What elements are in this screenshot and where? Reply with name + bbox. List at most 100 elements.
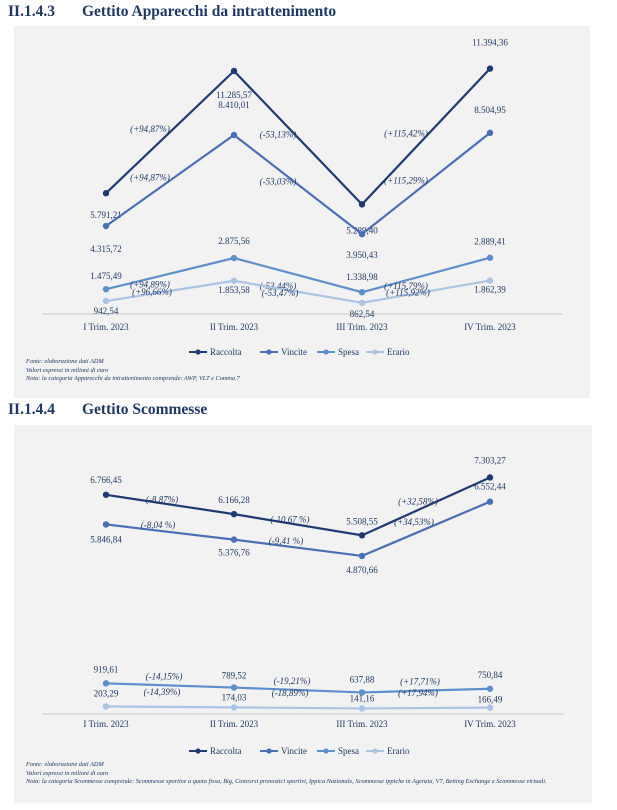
- change-label: (+94,89%): [130, 280, 170, 290]
- change-label: (-9,41 %): [269, 536, 304, 546]
- data-label: 203,29: [94, 688, 119, 698]
- data-label: 5.289,40: [346, 225, 378, 235]
- chart-panel-1: I Trim. 2023 II Trim. 2023 III Trim. 2023 I…: [14, 26, 590, 398]
- data-label: 5.791,21: [90, 210, 122, 220]
- legend-label: Vincite: [281, 746, 307, 756]
- data-label: 5.376,76: [218, 548, 250, 558]
- data-label: 637,88: [350, 674, 375, 684]
- data-point: [230, 131, 238, 139]
- data-label: 5.846,84: [90, 534, 122, 544]
- data-point: [486, 685, 494, 692]
- data-label: 3.950,43: [346, 250, 378, 260]
- data-point: [358, 532, 366, 539]
- line-chart-apparecchi: I Trim. 2023 II Trim. 2023 III Trim. 2023 I…: [42, 38, 562, 357]
- data-point: [358, 689, 366, 696]
- x-tick-label: IV Trim. 2023: [464, 322, 516, 332]
- x-tick-label: III Trim. 2023: [336, 719, 388, 729]
- change-label: (-14,15%): [146, 671, 183, 681]
- data-point: [102, 222, 110, 230]
- series-line-vincite: [105, 500, 491, 558]
- x-tick-label: II Trim. 2023: [210, 322, 259, 332]
- data-label: 7.303,27: [474, 455, 506, 465]
- x-tick-label: I Trim. 2023: [83, 322, 129, 332]
- data-label: 2.889,41: [474, 237, 506, 247]
- change-label: (+94,87%): [130, 124, 170, 134]
- data-point: [230, 67, 238, 75]
- section-number: II.1.4.4: [8, 401, 55, 418]
- chart-title: Gettito Apparecchi da intrattenimento: [82, 3, 337, 20]
- chart-panel-2: I Trim. 2023 II Trim. 2023 III Trim. 2023 I…: [14, 425, 592, 803]
- data-label: 8.504,95: [474, 105, 506, 115]
- data-point: [230, 254, 238, 262]
- data-point: [486, 474, 494, 481]
- data-point: [358, 299, 366, 307]
- data-point: [486, 498, 494, 505]
- legend-marker: [323, 748, 329, 754]
- data-point: [102, 491, 110, 498]
- data-label: 141,16: [350, 693, 375, 703]
- change-label: (+94,87%): [130, 172, 170, 182]
- data-point: [230, 684, 238, 691]
- change-label: (-10,67 %): [271, 515, 310, 525]
- note-line: Valori espressi in milioni di euro: [26, 366, 109, 374]
- change-label: (-8,04 %): [141, 520, 176, 530]
- data-point: [230, 704, 238, 711]
- change-label: (+115,79%): [384, 281, 428, 291]
- data-label: 4.315,72: [90, 244, 122, 254]
- legend-marker: [372, 748, 378, 754]
- chart-title: Gettito Scommesse: [82, 401, 208, 418]
- change-label: (-8,87%): [146, 494, 178, 504]
- data-point: [358, 201, 366, 208]
- legend-label: Erario: [387, 347, 410, 357]
- legend-marker: [195, 349, 201, 355]
- data-label: 174,03: [222, 692, 247, 702]
- line-chart-scommesse: I Trim. 2023 II Trim. 2023 III Trim. 2023 I…: [42, 455, 564, 756]
- data-label: 5.508,55: [346, 516, 378, 526]
- legend-marker: [372, 349, 378, 355]
- data-label: 1.853,58: [218, 285, 250, 295]
- data-point: [486, 65, 494, 72]
- data-point: [102, 297, 110, 305]
- data-point: [230, 536, 238, 543]
- data-label: 862,54: [350, 309, 375, 319]
- x-tick-label: III Trim. 2023: [336, 322, 388, 332]
- chart-notes-2: Fonte: elaborazione dati ADM Valori espr…: [26, 761, 586, 787]
- change-label: (+115,92%): [386, 288, 430, 298]
- data-label: 11.394,36: [472, 38, 508, 48]
- change-label: (+115,42%): [384, 128, 428, 138]
- data-label: 8.410,01: [218, 100, 250, 110]
- section-number: II.1.4.3: [8, 3, 55, 20]
- x-tick-label: I Trim. 2023: [83, 719, 129, 729]
- legend-marker: [266, 748, 272, 754]
- change-label: (-18,89%): [272, 688, 309, 698]
- legend-label: Spesa: [338, 746, 359, 756]
- data-point: [358, 552, 366, 560]
- data-point: [358, 230, 366, 238]
- data-point: [358, 289, 366, 296]
- data-label: 6.552,44: [474, 482, 506, 492]
- series-line-raccolta: [105, 476, 491, 537]
- series-line-erario: [105, 279, 491, 304]
- data-point: [486, 254, 494, 261]
- change-label: (-14,39%): [144, 687, 181, 697]
- data-point: [102, 190, 110, 197]
- legend-label: Raccolta: [210, 746, 241, 756]
- note-line: Fonte: elaborazione dati ADM: [26, 358, 104, 365]
- data-label: 4.870,66: [346, 565, 378, 575]
- data-label: 11.285,57: [216, 90, 252, 100]
- data-label: 750,84: [478, 670, 503, 680]
- data-point: [102, 521, 110, 528]
- data-label: 919,61: [94, 664, 119, 674]
- section-title-2: II.1.4.4 Gettito Scommesse: [8, 401, 207, 419]
- note-line: Fonte: elaborazione dati ADM: [26, 761, 104, 768]
- change-label: (+34,53%): [394, 517, 434, 527]
- series-line-spesa: [105, 256, 491, 294]
- data-point: [486, 129, 494, 137]
- note-line: Nota: la categoria Scommesse comprende: …: [26, 778, 547, 786]
- legend-label: Raccolta: [210, 347, 241, 357]
- legend-marker: [195, 748, 201, 754]
- change-label: (+17,71%): [400, 677, 440, 687]
- data-label: 2.875,56: [218, 236, 250, 246]
- series-line-vincite: [105, 131, 491, 236]
- section-title-1: II.1.4.3 Gettito Apparecchi da intratteni…: [8, 3, 336, 21]
